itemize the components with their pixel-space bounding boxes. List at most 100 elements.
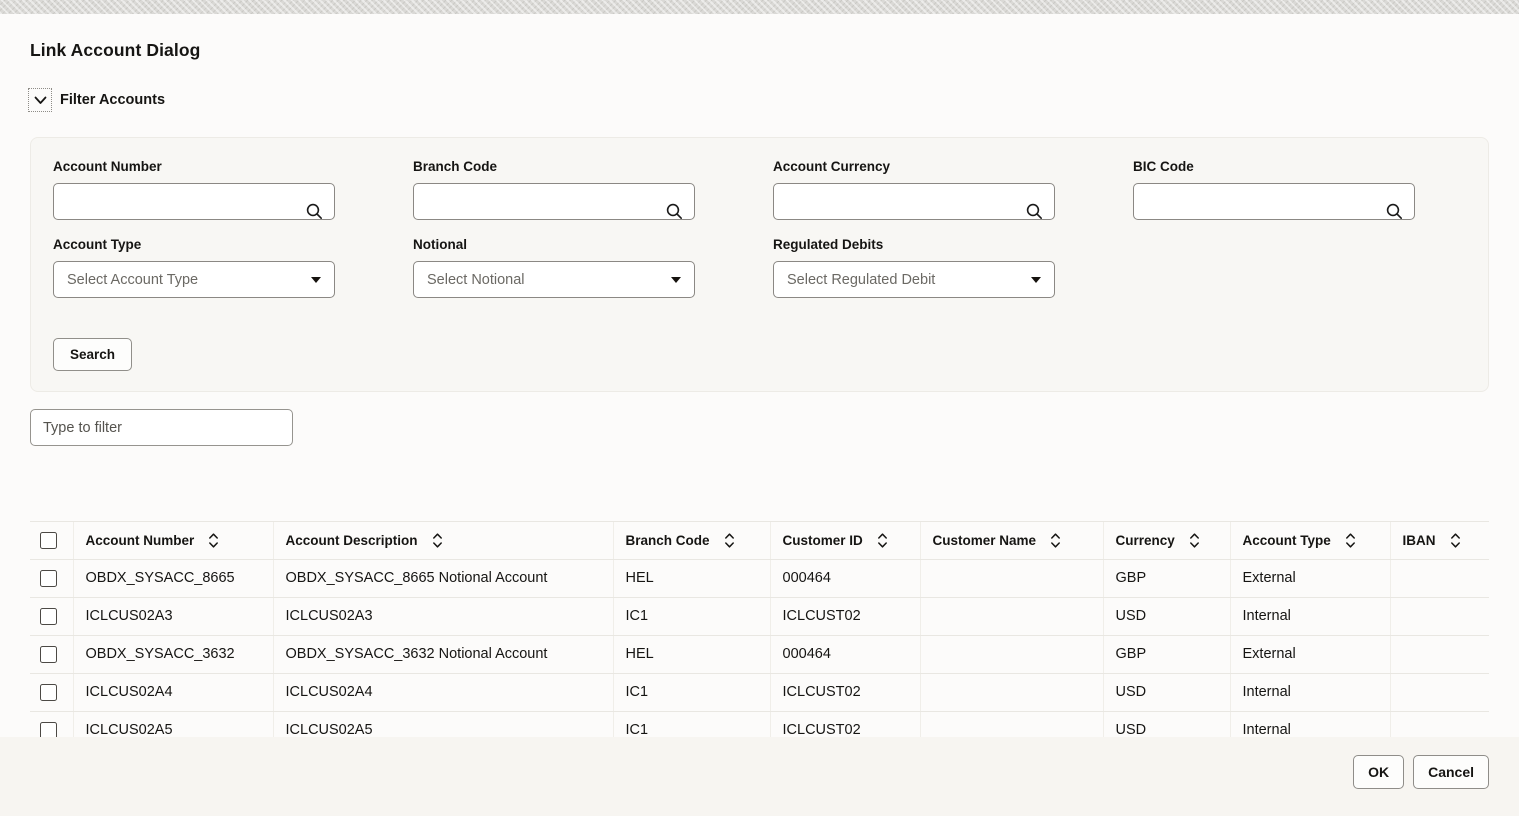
account-currency-input[interactable] — [773, 183, 1055, 220]
regulated-debits-selected-value: Select Regulated Debit — [787, 271, 936, 288]
column-header-branch-code: Branch Code — [625, 532, 710, 548]
cell-customer-id: ICLCUST02 — [769, 673, 920, 712]
cell-customer-name — [919, 673, 1103, 712]
row-checkbox[interactable] — [40, 569, 57, 587]
row-checkbox[interactable] — [40, 607, 57, 625]
cell-iban — [1389, 597, 1489, 636]
regulated-debits-select[interactable]: Select Regulated Debit — [773, 261, 1055, 298]
column-header-customer-name: Customer Name — [932, 532, 1037, 548]
sort-icon[interactable] — [1450, 532, 1461, 549]
cell-customer-id: 000464 — [769, 635, 920, 674]
column-header-account-number: Account Number — [85, 532, 195, 548]
account-number-label: Account Number — [53, 159, 162, 174]
table-row[interactable]: OBDX_SYSACC_8665 OBDX_SYSACC_8665 Notion… — [30, 559, 1489, 598]
row-checkbox[interactable] — [40, 645, 57, 663]
caret-down-icon — [311, 276, 321, 283]
bic-code-input[interactable] — [1133, 183, 1415, 220]
cell-customer-id: ICLCUST02 — [769, 711, 920, 737]
cell-branch-code: HEL — [612, 635, 770, 674]
type-to-filter-input[interactable] — [30, 409, 293, 446]
cell-account-description: OBDX_SYSACC_8665 Notional Account — [272, 559, 613, 598]
account-number-input[interactable] — [53, 183, 335, 220]
accounts-table-container: Account Number Account Description Branc… — [30, 521, 1489, 737]
cell-currency: GBP — [1102, 635, 1230, 674]
row-checkbox[interactable] — [40, 683, 57, 701]
cell-currency: GBP — [1102, 559, 1230, 598]
branch-code-input[interactable] — [413, 183, 695, 220]
cell-currency: USD — [1102, 673, 1230, 712]
cell-account-number: OBDX_SYSACC_8665 — [72, 559, 273, 598]
cell-branch-code: IC1 — [612, 711, 770, 737]
cell-iban — [1389, 635, 1489, 674]
account-type-selected-value: Select Account Type — [67, 271, 199, 288]
column-header-account-type: Account Type — [1242, 532, 1331, 548]
regulated-debits-label: Regulated Debits — [773, 237, 884, 252]
cell-account-type: Internal — [1229, 673, 1390, 712]
cell-customer-id: ICLCUST02 — [769, 597, 920, 636]
notional-select[interactable]: Select Notional — [413, 261, 695, 298]
cell-customer-id: 000464 — [769, 559, 920, 598]
filter-panel: Account Number Branch Code A — [30, 137, 1489, 392]
cell-account-number: ICLCUS02A4 — [72, 673, 273, 712]
cell-branch-code: IC1 — [612, 597, 770, 636]
table-row[interactable]: ICLCUS02A4 ICLCUS02A4 IC1 ICLCUST02 USD … — [30, 673, 1489, 712]
table-row[interactable]: ICLCUS02A3 ICLCUS02A3 IC1 ICLCUST02 USD … — [30, 597, 1489, 636]
table-row[interactable]: OBDX_SYSACC_3632 OBDX_SYSACC_3632 Notion… — [30, 635, 1489, 674]
select-all-checkbox[interactable] — [40, 531, 57, 549]
branch-code-label: Branch Code — [413, 159, 498, 174]
caret-down-icon — [671, 276, 681, 283]
sort-icon[interactable] — [1050, 532, 1061, 549]
table-row[interactable]: ICLCUS02A5 ICLCUS02A5 IC1 ICLCUST02 USD … — [30, 711, 1489, 737]
cell-iban — [1389, 711, 1489, 737]
cell-iban — [1389, 559, 1489, 598]
filter-search-row: Account Number Branch Code A — [53, 159, 1466, 220]
column-header-account-description: Account Description — [285, 532, 418, 548]
cell-account-number: ICLCUS02A5 — [72, 711, 273, 737]
sort-icon[interactable] — [1345, 532, 1356, 549]
cell-account-type: Internal — [1229, 597, 1390, 636]
cell-iban — [1389, 673, 1489, 712]
column-header-customer-id: Customer ID — [782, 532, 863, 548]
account-number-field-group: Account Number — [53, 159, 335, 220]
cell-customer-name — [919, 711, 1103, 737]
account-currency-label: Account Currency — [773, 159, 891, 174]
row-checkbox[interactable] — [40, 721, 57, 737]
notional-field-group: Notional Select Notional — [413, 237, 695, 298]
account-type-field-group: Account Type Select Account Type — [53, 237, 335, 298]
bic-code-field-group: BIC Code — [1133, 159, 1415, 220]
search-button[interactable]: Search — [53, 338, 133, 371]
sort-icon[interactable] — [1189, 532, 1200, 549]
cell-account-description: ICLCUS02A3 — [272, 597, 613, 636]
cell-account-description: ICLCUS02A4 — [272, 673, 613, 712]
cell-account-description: ICLCUS02A5 — [272, 711, 613, 737]
cell-branch-code: IC1 — [612, 673, 770, 712]
sort-icon[interactable] — [208, 532, 219, 549]
account-currency-field-group: Account Currency — [773, 159, 1055, 220]
regulated-debits-field-group: Regulated Debits Select Regulated Debit — [773, 237, 1055, 298]
notional-label: Notional — [413, 237, 467, 252]
filter-select-row: Account Type Select Account Type Notiona… — [53, 237, 1466, 298]
cell-branch-code: HEL — [612, 559, 770, 598]
sort-icon[interactable] — [877, 532, 888, 549]
column-header-iban: IBAN — [1402, 532, 1436, 548]
filter-accounts-toggle-row: Filter Accounts — [28, 88, 165, 112]
branch-code-field-group: Branch Code — [413, 159, 695, 220]
cell-currency: USD — [1102, 597, 1230, 636]
cell-currency: USD — [1102, 711, 1230, 737]
accounts-table: Account Number Account Description Branc… — [30, 522, 1489, 737]
cancel-button[interactable]: Cancel — [1413, 755, 1489, 789]
filter-collapse-button[interactable] — [28, 88, 52, 112]
sort-icon[interactable] — [724, 532, 735, 549]
cell-account-number: ICLCUS02A3 — [72, 597, 273, 636]
cell-customer-name — [919, 635, 1103, 674]
account-type-label: Account Type — [53, 237, 142, 252]
dialog-footer: OK Cancel — [0, 737, 1519, 816]
cell-account-type: Internal — [1229, 711, 1390, 737]
filter-accounts-label: Filter Accounts — [60, 92, 166, 108]
account-type-select[interactable]: Select Account Type — [53, 261, 335, 298]
sort-icon[interactable] — [432, 532, 443, 549]
cell-account-number: OBDX_SYSACC_3632 — [72, 635, 273, 674]
cell-account-type: External — [1229, 559, 1390, 598]
ok-button[interactable]: OK — [1353, 755, 1405, 789]
